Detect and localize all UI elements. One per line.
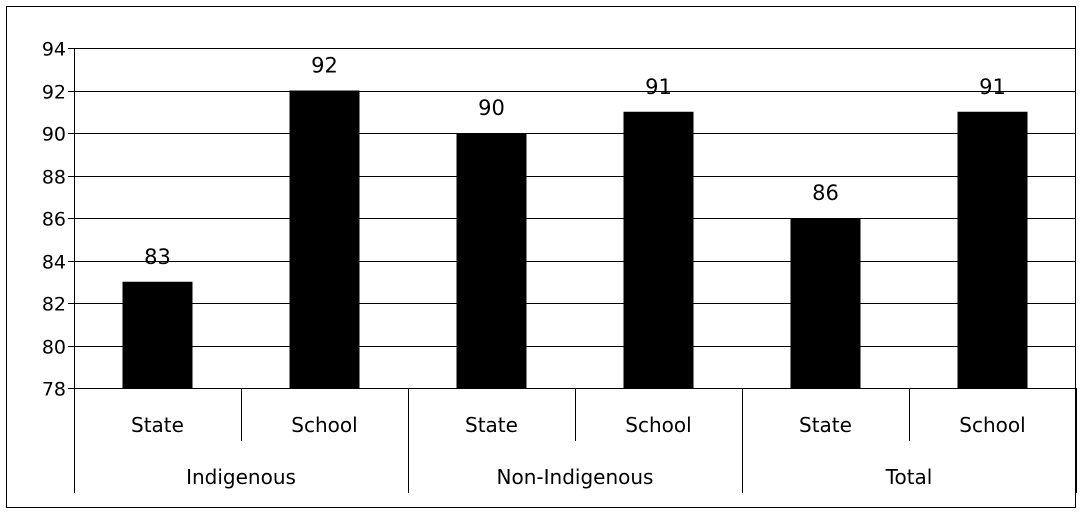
bar (122, 281, 193, 388)
group-label: Non-Indigenous (497, 465, 654, 489)
bar (289, 90, 360, 388)
category-label: School (291, 413, 357, 437)
category-label: School (959, 413, 1025, 437)
y-tick-label: 78 (42, 379, 66, 401)
data-label: 83 (144, 245, 171, 269)
y-tick-label: 92 (42, 82, 66, 104)
y-axis: 78 80 82 84 86 88 90 92 94 (42, 39, 75, 401)
data-label: 91 (645, 75, 672, 99)
data-label: 86 (812, 181, 839, 205)
y-tick-label: 88 (42, 167, 66, 189)
category-label: State (799, 413, 852, 437)
chart-border (6, 6, 1076, 508)
x-axis: State School State School State School Indigen… (74, 388, 1077, 493)
bars: 83 92 90 91 86 91 (122, 54, 1028, 388)
group-label: Indigenous (186, 465, 296, 489)
bar (790, 218, 861, 388)
y-tick-label: 86 (42, 209, 66, 231)
y-tick-label: 90 (42, 124, 66, 146)
y-tick-label: 84 (42, 252, 66, 274)
group-label: Total (885, 465, 933, 489)
data-label: 92 (311, 54, 338, 78)
bar (957, 111, 1028, 388)
category-label: School (625, 413, 691, 437)
data-label: 91 (979, 75, 1006, 99)
category-label: State (465, 413, 518, 437)
category-label: State (131, 413, 184, 437)
y-tick-label: 82 (42, 294, 66, 316)
bar (623, 111, 694, 388)
y-tick-label: 80 (42, 337, 66, 359)
bar (456, 133, 527, 388)
y-tick-label: 94 (42, 39, 66, 61)
data-label: 90 (478, 96, 505, 120)
